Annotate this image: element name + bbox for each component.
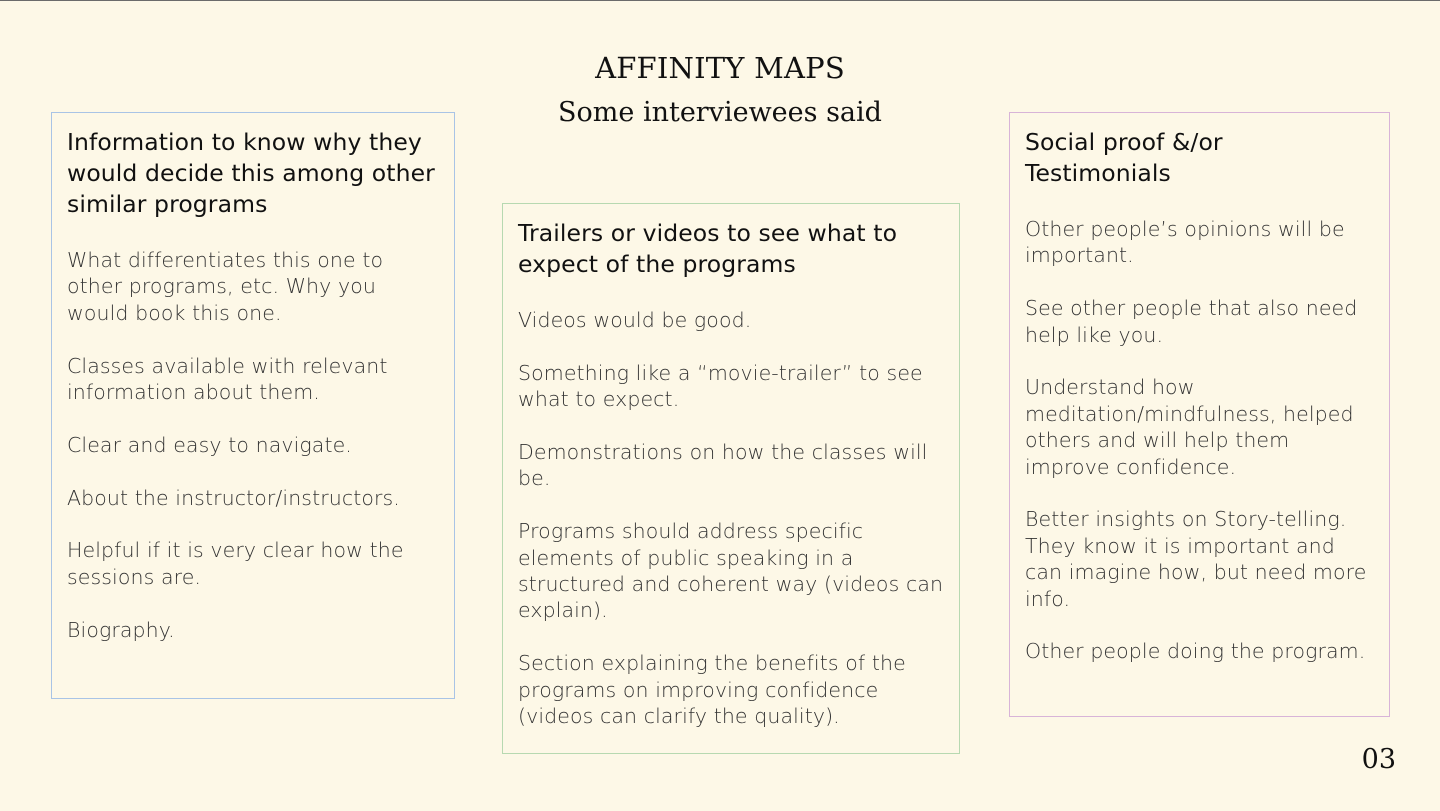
slide-subtitle: Some interviewees said (558, 97, 882, 128)
card-note: Helpful if it is very clear how the sess… (67, 538, 404, 589)
card-notes-list: Videos would be good. Something like a “… (518, 307, 945, 729)
card-note: Understand how meditation/mindfulness, h… (1025, 375, 1354, 479)
card-note: Other people doing the program. (1025, 639, 1366, 664)
card-note: Clear and easy to navigate. (67, 432, 352, 457)
card-heading: Social proof &/or Testimonials (1025, 128, 1223, 187)
affinity-card-trailers-videos: Trailers or videos to see what to expect… (502, 203, 960, 754)
card-note: What differentiates this one to other pr… (67, 248, 384, 325)
card-note: Demonstrations on how the classes will b… (518, 440, 928, 491)
slide-title: AFFINITY MAPS (595, 51, 845, 85)
card-heading: Information to know why they would decid… (67, 128, 435, 218)
card-note: About the instructor/instructors. (67, 485, 400, 510)
card-notes-list: Other people’s opinions will be importan… (1025, 216, 1375, 665)
affinity-card-decision-info: Information to know why they would decid… (51, 112, 455, 699)
card-note: Something like a “movie-trailer” to see … (518, 360, 923, 412)
card-note: See other people that also need help lik… (1025, 296, 1358, 347)
card-note: Programs should address specific element… (518, 519, 944, 623)
card-notes-list: What differentiates this one to other pr… (67, 247, 440, 643)
card-note: Biography. (67, 617, 175, 642)
card-note: Other people’s opinions will be importan… (1025, 217, 1345, 268)
card-note: Classes available with relevant informat… (67, 353, 388, 405)
card-note: Better insights on Story-telling. They k… (1025, 507, 1367, 611)
card-heading: Trailers or videos to see what to expect… (518, 219, 898, 278)
card-note: Videos would be good. (518, 308, 752, 332)
affinity-card-social-proof: Social proof &/or Testimonials Other peo… (1009, 112, 1390, 717)
card-note: Section explaining the benefits of the p… (518, 651, 906, 729)
page-number: 03 (1361, 744, 1396, 775)
top-divider (0, 0, 1440, 1)
